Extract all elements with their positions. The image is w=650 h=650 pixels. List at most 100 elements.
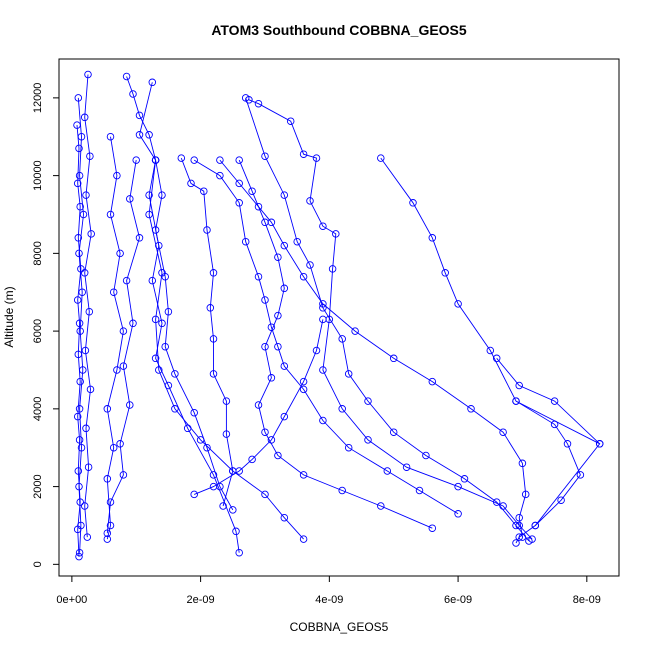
data-point: [85, 307, 94, 316]
y-tick-label: 12000: [32, 83, 44, 114]
data-point: [106, 132, 115, 141]
data-point: [79, 210, 88, 219]
data-point: [73, 296, 82, 304]
data-point: [344, 370, 353, 378]
series-line: [515, 400, 601, 544]
y-tick-label: 10000: [32, 160, 44, 191]
series-6: [103, 156, 144, 537]
data-point: [122, 72, 131, 81]
data-point: [409, 199, 417, 207]
data-point: [81, 346, 90, 355]
data-point: [280, 513, 289, 522]
plot-frame: [58, 58, 620, 577]
data-point: [319, 416, 327, 425]
data-point: [235, 467, 243, 475]
chart-title: ATOM3 Southbound COBBNA_GEOS5: [211, 22, 467, 38]
data-point: [460, 475, 469, 483]
data-point: [86, 385, 95, 394]
data-point: [106, 210, 115, 219]
data-point: [103, 405, 112, 413]
data-point: [203, 443, 211, 452]
data-point: [75, 144, 83, 153]
data-point: [129, 319, 137, 328]
series-15: [190, 156, 462, 518]
data-point: [377, 502, 385, 510]
data-point: [209, 482, 218, 491]
data-point: [113, 171, 121, 180]
data-point: [267, 374, 276, 382]
data-point: [515, 513, 523, 522]
series-2: [80, 70, 95, 541]
data-point: [126, 195, 134, 203]
data-point: [135, 111, 144, 120]
data-point: [254, 272, 263, 281]
data-point: [84, 463, 93, 471]
y-axis: 0 2000 4000 6000 8000 10000 12000: [32, 83, 59, 567]
data-point: [531, 521, 540, 530]
data-point: [119, 362, 128, 370]
data-point: [74, 234, 83, 242]
data-point: [512, 539, 520, 547]
y-tick-label: 0: [32, 561, 44, 567]
data-point: [550, 397, 559, 405]
data-point: [319, 366, 327, 374]
data-point: [219, 502, 227, 510]
data-point: [261, 218, 269, 227]
data-point: [77, 265, 85, 273]
data-point: [122, 276, 131, 285]
series-line: [194, 319, 324, 495]
data-point: [161, 342, 169, 351]
data-point: [328, 265, 337, 273]
data-point: [75, 319, 84, 328]
data-point: [576, 471, 585, 479]
y-tick-label: 6000: [32, 319, 44, 343]
series-13: [216, 156, 530, 541]
data-point: [274, 342, 282, 351]
data-point: [75, 552, 83, 561]
data-point: [248, 187, 256, 195]
data-point: [135, 131, 144, 139]
data-point: [155, 366, 163, 374]
data-point: [344, 443, 353, 452]
data-point: [151, 226, 160, 234]
data-point: [151, 315, 160, 324]
data-point: [261, 342, 269, 351]
data-point: [76, 202, 84, 211]
data-point: [267, 323, 276, 331]
data-point: [80, 113, 89, 122]
data-point: [75, 548, 84, 557]
data-point: [235, 199, 243, 207]
data-point: [428, 377, 437, 386]
data-point: [119, 471, 128, 479]
series-layer: [73, 70, 604, 561]
data-point: [299, 385, 308, 394]
data-point: [75, 171, 84, 180]
data-point: [109, 288, 118, 296]
data-point: [299, 377, 308, 386]
x-axis: 0e+00 2e-09 4e-09 6e-09 8e-09: [56, 576, 601, 606]
series-line: [106, 136, 124, 540]
series-17: [492, 354, 604, 448]
data-point: [248, 455, 256, 464]
data-point: [364, 397, 372, 405]
series-line: [139, 82, 240, 553]
data-point: [377, 154, 385, 162]
data-point: [209, 471, 218, 479]
data-point: [364, 436, 372, 444]
series-line: [126, 76, 234, 511]
data-point: [222, 430, 231, 438]
data-point: [206, 304, 215, 312]
data-point: [145, 191, 153, 199]
data-point: [103, 529, 112, 537]
data-point: [512, 397, 520, 405]
data-point: [83, 533, 92, 541]
data-point: [177, 154, 186, 162]
data-point: [280, 241, 289, 250]
data-point: [77, 443, 86, 452]
data-point: [203, 226, 211, 234]
data-point: [161, 272, 169, 281]
data-point: [515, 381, 523, 390]
data-point: [76, 377, 84, 386]
data-point: [280, 191, 289, 199]
data-point: [129, 90, 137, 98]
